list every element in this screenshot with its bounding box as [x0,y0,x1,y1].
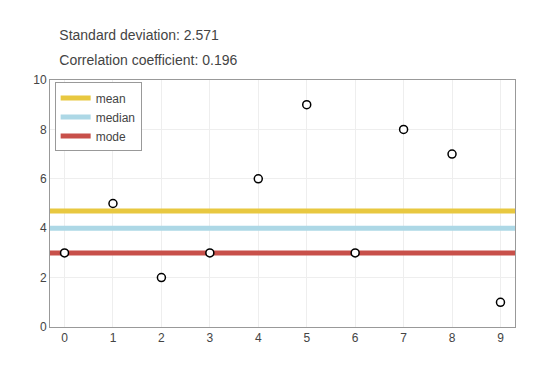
svg-text:8: 8 [449,331,456,345]
svg-text:7: 7 [400,331,407,345]
svg-text:mean: mean [96,92,126,106]
svg-text:1: 1 [110,331,117,345]
svg-text:6: 6 [352,331,359,345]
svg-text:8: 8 [40,123,47,137]
svg-text:0: 0 [40,320,47,334]
svg-text:mode: mode [96,130,126,144]
svg-text:2: 2 [158,331,165,345]
svg-text:9: 9 [497,331,504,345]
svg-text:3: 3 [206,331,213,345]
svg-text:Standard deviation: 2.571: Standard deviation: 2.571 [59,27,219,43]
svg-text:median: median [96,111,135,125]
svg-text:10: 10 [33,73,47,87]
svg-text:0: 0 [61,331,68,345]
svg-text:6: 6 [40,172,47,186]
svg-text:4: 4 [40,221,47,235]
svg-text:4: 4 [255,331,262,345]
svg-text:5: 5 [303,331,310,345]
svg-text:Correlation coefficient: 0.196: Correlation coefficient: 0.196 [59,52,237,68]
svg-text:2: 2 [40,271,47,285]
